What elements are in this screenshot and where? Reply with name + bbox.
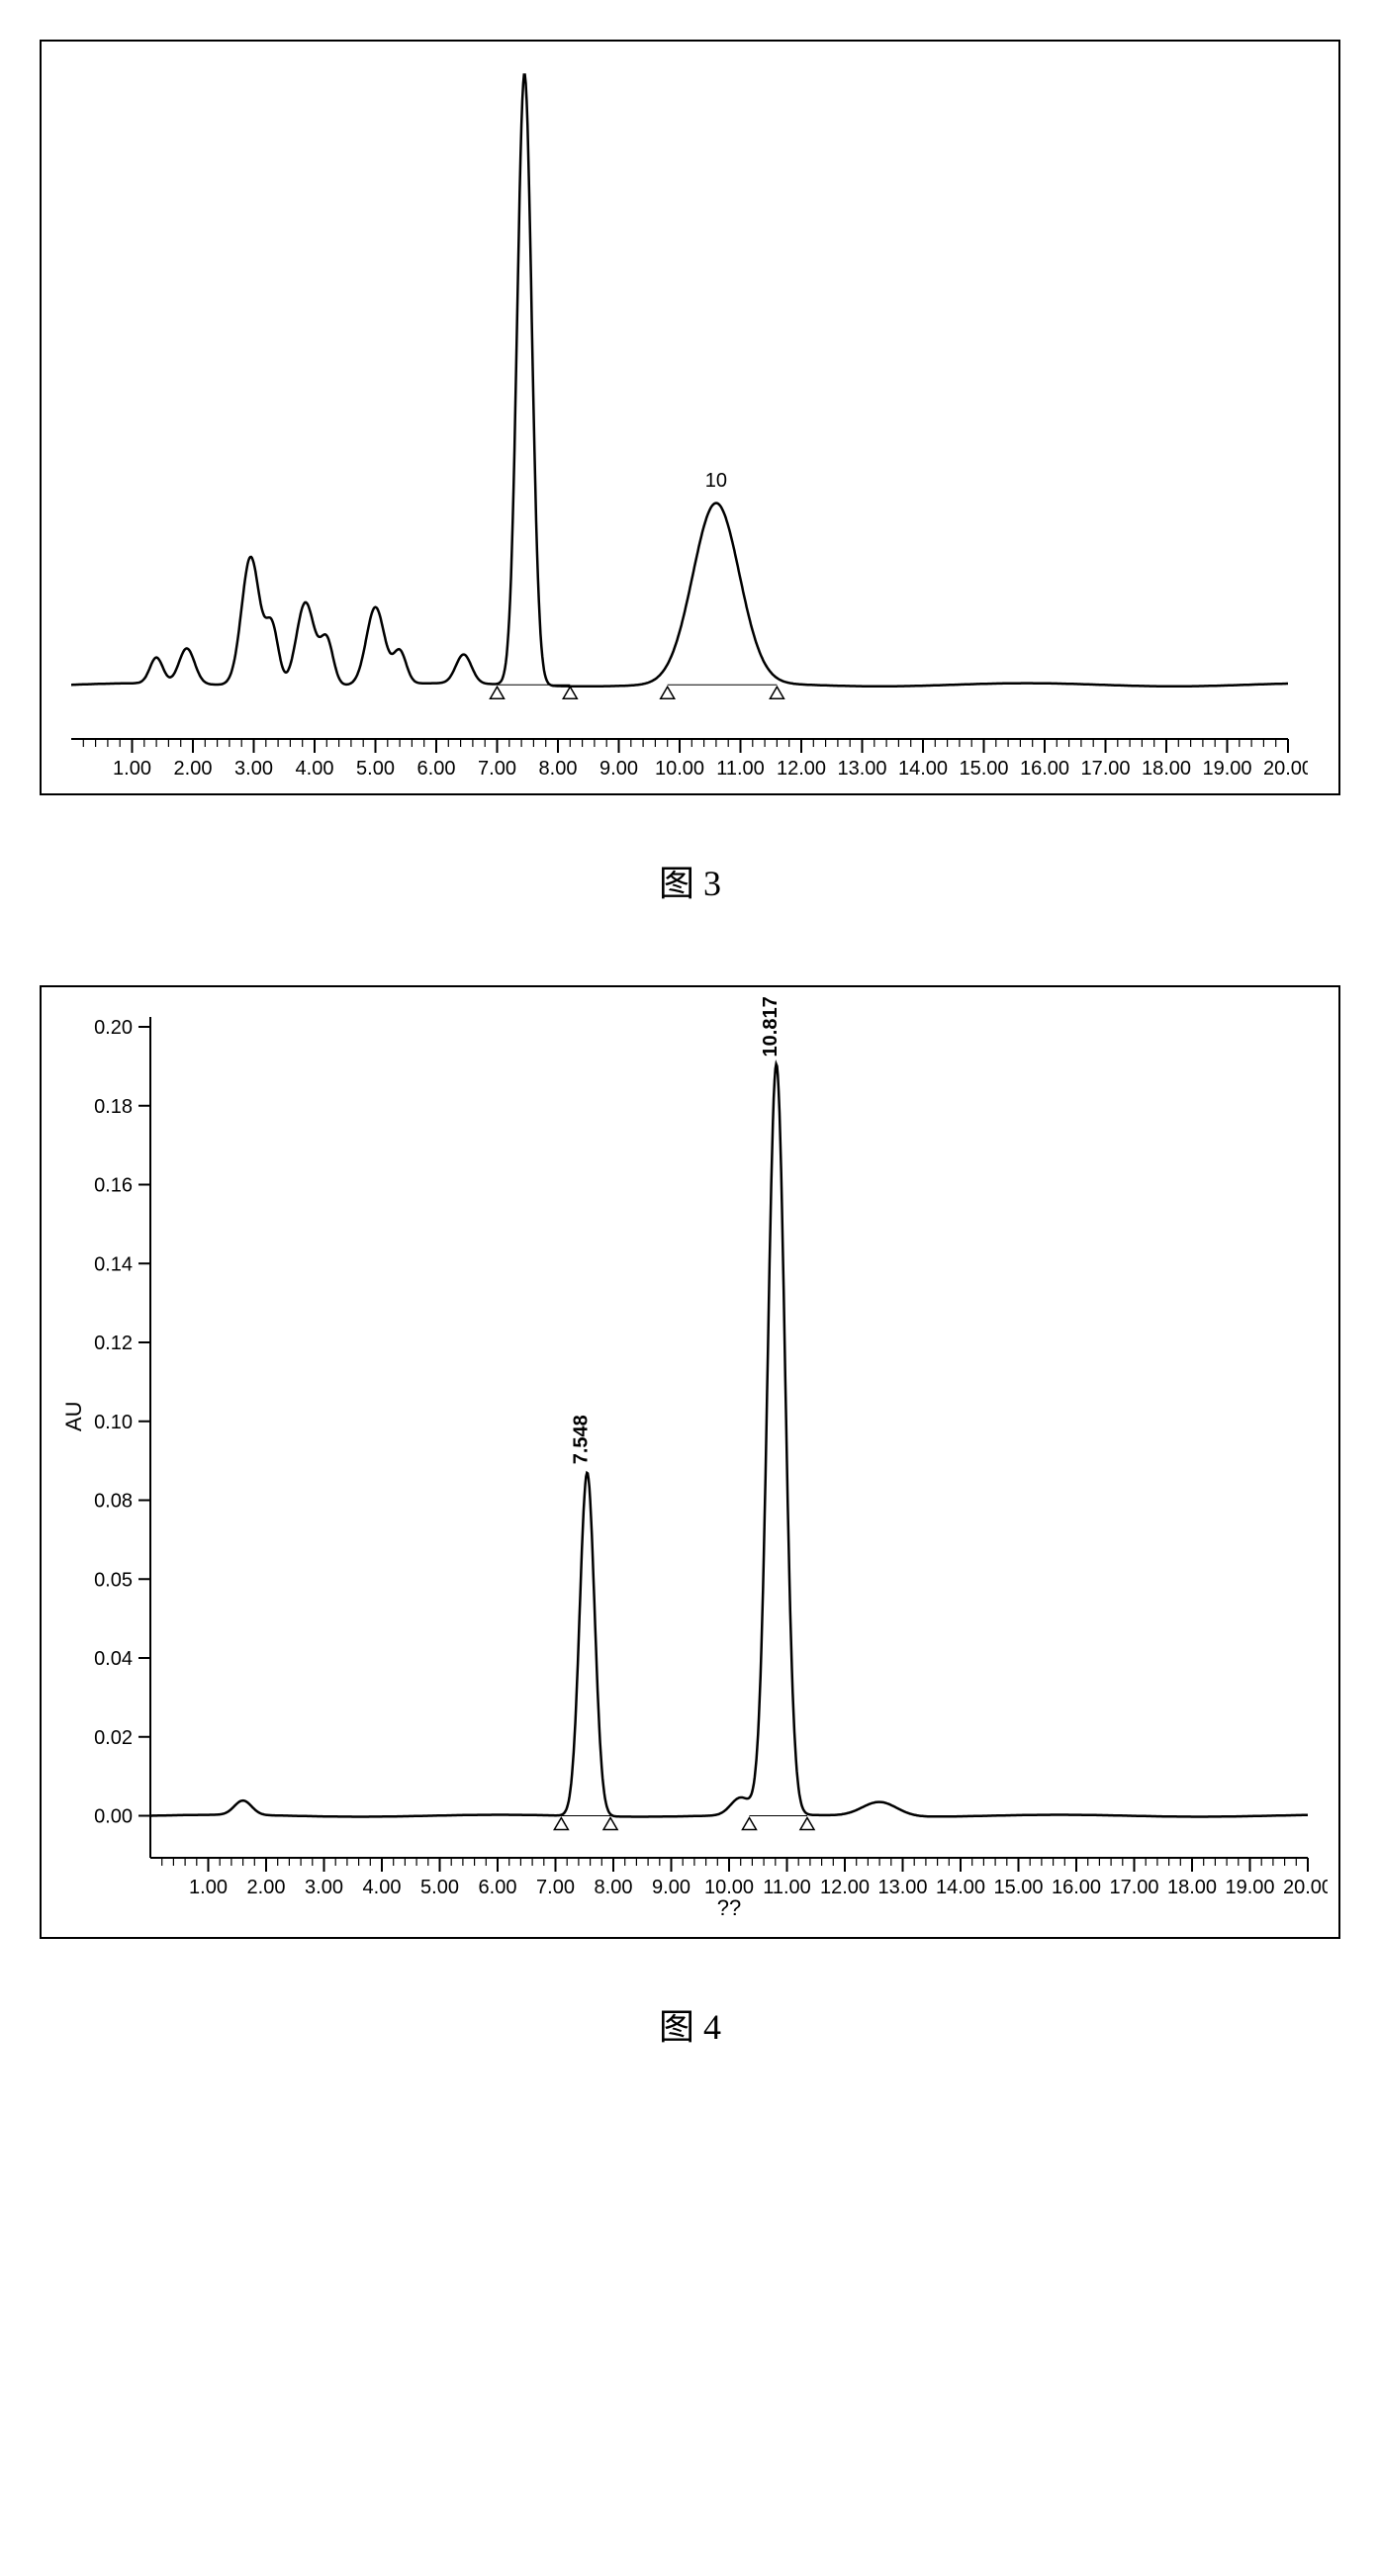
svg-text:5.00: 5.00 xyxy=(420,1877,459,1898)
svg-text:1.00: 1.00 xyxy=(189,1877,228,1898)
svg-text:17.00: 17.00 xyxy=(1109,1877,1158,1898)
svg-text:4.00: 4.00 xyxy=(363,1877,402,1898)
svg-text:6.00: 6.00 xyxy=(479,1877,517,1898)
svg-text:17.00: 17.00 xyxy=(1080,758,1130,780)
svg-text:15.00: 15.00 xyxy=(959,758,1008,780)
svg-text:0.00: 0.00 xyxy=(94,1806,133,1828)
svg-text:0.02: 0.02 xyxy=(94,1727,133,1749)
svg-text:16.00: 16.00 xyxy=(1052,1877,1101,1898)
svg-text:9.00: 9.00 xyxy=(599,758,638,780)
svg-text:7.00: 7.00 xyxy=(536,1877,575,1898)
svg-text:0.08: 0.08 xyxy=(94,1491,133,1513)
svg-text:0.18: 0.18 xyxy=(94,1096,133,1118)
svg-text:20.00: 20.00 xyxy=(1283,1877,1328,1898)
svg-text:AU: AU xyxy=(61,1401,86,1431)
svg-text:11.00: 11.00 xyxy=(763,1877,811,1898)
svg-text:0.16: 0.16 xyxy=(94,1175,133,1197)
svg-text:12.00: 12.00 xyxy=(777,758,826,780)
svg-text:??: ?? xyxy=(717,1895,741,1920)
svg-text:0.12: 0.12 xyxy=(94,1333,133,1354)
svg-text:1.00: 1.00 xyxy=(113,758,151,780)
figure-3-container: 10 1.00 2.00 3.00 4.00 5.00 6.00 7.00 8.00 9.00 10… xyxy=(40,40,1340,906)
figure-4-caption: 图 4 xyxy=(40,1998,1340,2050)
svg-text:18.00: 18.00 xyxy=(1167,1877,1217,1898)
svg-text:10: 10 xyxy=(705,470,727,492)
figure-4-svg: 7.548 10.817 1.00 2.00 3.00 4.00 5.00 6.00 7.00 8… xyxy=(42,987,1328,1937)
svg-text:8.00: 8.00 xyxy=(539,758,578,780)
svg-text:0.04: 0.04 xyxy=(94,1648,133,1670)
svg-text:13.00: 13.00 xyxy=(837,758,886,780)
figure-3-caption: 图 3 xyxy=(40,855,1340,906)
figure-4-container: 7.548 10.817 1.00 2.00 3.00 4.00 5.00 6.00 7.00 8… xyxy=(40,985,1340,2050)
svg-text:13.00: 13.00 xyxy=(877,1877,927,1898)
svg-text:5.00: 5.00 xyxy=(356,758,395,780)
svg-text:11.00: 11.00 xyxy=(716,758,765,780)
svg-text:19.00: 19.00 xyxy=(1202,758,1251,780)
svg-text:10.00: 10.00 xyxy=(655,758,704,780)
figure-3-svg: 10 1.00 2.00 3.00 4.00 5.00 6.00 7.00 8.00 9.00 10… xyxy=(42,42,1308,793)
svg-text:0.14: 0.14 xyxy=(94,1253,133,1275)
svg-text:8.00: 8.00 xyxy=(595,1877,633,1898)
svg-text:10.817: 10.817 xyxy=(760,996,782,1057)
svg-text:9.00: 9.00 xyxy=(652,1877,690,1898)
svg-text:16.00: 16.00 xyxy=(1020,758,1069,780)
figure-4-chart: 7.548 10.817 1.00 2.00 3.00 4.00 5.00 6.00 7.00 8… xyxy=(40,985,1340,1939)
svg-text:14.00: 14.00 xyxy=(898,758,948,780)
svg-text:3.00: 3.00 xyxy=(234,758,273,780)
svg-text:15.00: 15.00 xyxy=(993,1877,1043,1898)
svg-text:20.00: 20.00 xyxy=(1263,758,1308,780)
svg-text:3.00: 3.00 xyxy=(305,1877,343,1898)
svg-text:14.00: 14.00 xyxy=(936,1877,985,1898)
svg-text:6.00: 6.00 xyxy=(417,758,456,780)
svg-text:12.00: 12.00 xyxy=(820,1877,870,1898)
svg-text:0.05: 0.05 xyxy=(94,1569,133,1591)
svg-text:19.00: 19.00 xyxy=(1225,1877,1274,1898)
svg-text:2.00: 2.00 xyxy=(174,758,213,780)
figure-3-chart: 10 1.00 2.00 3.00 4.00 5.00 6.00 7.00 8.00 9.00 10… xyxy=(40,40,1340,795)
svg-text:0.20: 0.20 xyxy=(94,1017,133,1039)
svg-text:18.00: 18.00 xyxy=(1142,758,1191,780)
svg-text:4.00: 4.00 xyxy=(296,758,334,780)
svg-text:7.00: 7.00 xyxy=(478,758,516,780)
svg-text:2.00: 2.00 xyxy=(247,1877,286,1898)
svg-text:0.10: 0.10 xyxy=(94,1412,133,1433)
svg-text:7.548: 7.548 xyxy=(571,1415,593,1464)
